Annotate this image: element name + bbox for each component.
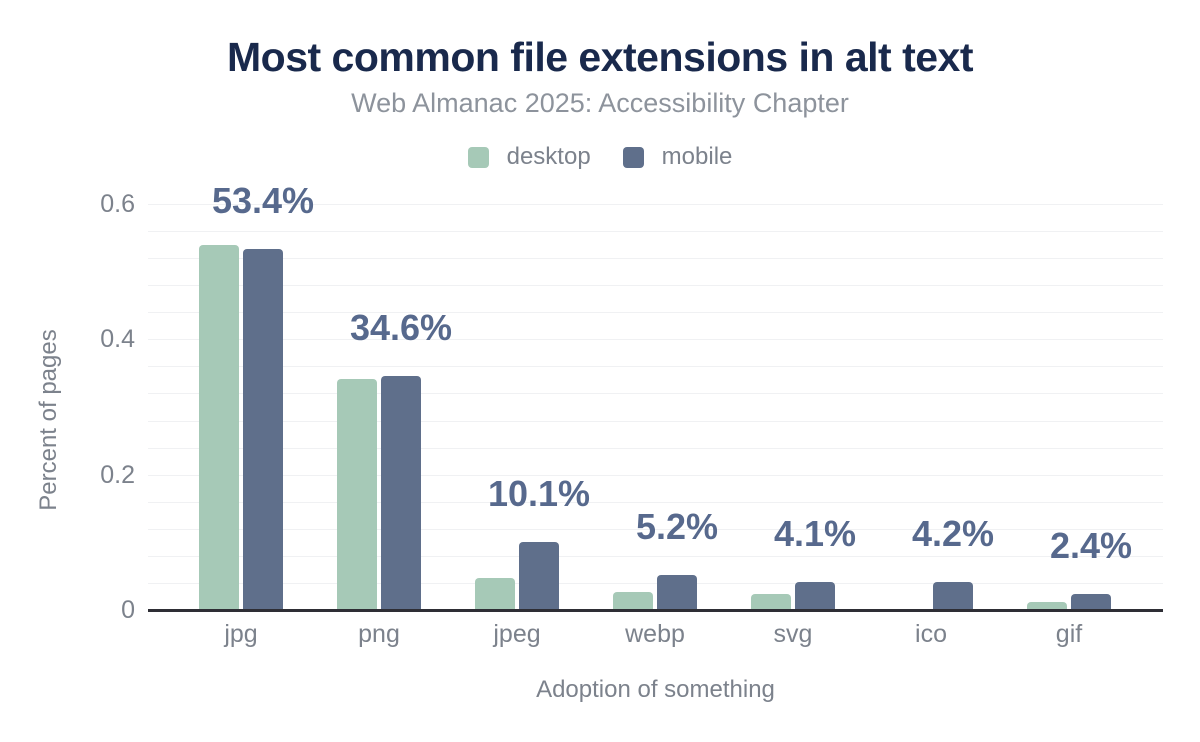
bar-webp-desktop[interactable]	[613, 592, 653, 610]
gridline	[148, 258, 1163, 260]
bar-jpg-mobile[interactable]	[243, 249, 283, 610]
legend-swatch-desktop	[467, 146, 489, 168]
bar-png-mobile[interactable]	[381, 376, 421, 610]
gridline	[148, 528, 1163, 530]
bar-label-webp: 5.2%	[635, 506, 719, 547]
bar-svg-desktop[interactable]	[751, 594, 791, 610]
gridline	[148, 204, 1163, 205]
x-axis-line	[148, 609, 1163, 612]
gridline	[148, 393, 1163, 395]
chart-subtitle: Web Almanac 2025: Accessibility Chapter	[351, 88, 849, 118]
bar-label-png: 34.6%	[349, 307, 453, 348]
gridline	[148, 555, 1163, 557]
y-tick-0.6: 0.6	[100, 190, 135, 218]
bar-label-gif: 2.4%	[1049, 525, 1133, 566]
legend-swatch-mobile	[622, 146, 644, 168]
bar-svg-mobile[interactable]	[795, 582, 835, 610]
x-tick-gif: gif	[1055, 620, 1083, 648]
gridline	[148, 474, 1163, 476]
bar-label-ico: 4.2%	[911, 513, 995, 554]
plot-area: 53.4% 34.6% 10.1% 5.2% 4.1% 4.2% 2.4%	[148, 183, 1163, 610]
bar-label-jpg: 53.4%	[211, 180, 315, 221]
x-tick-webp: webp	[625, 620, 685, 648]
chart-title: Most common file extensions in alt text	[227, 34, 973, 80]
bar-jpeg-mobile[interactable]	[519, 542, 559, 610]
gridline	[148, 231, 1163, 233]
x-axis-title: Adoption of something	[536, 676, 775, 703]
x-tick-jpeg: jpeg	[493, 620, 541, 648]
legend-label-mobile: mobile	[661, 143, 733, 170]
legend-item-mobile[interactable]: mobile	[622, 143, 733, 171]
y-tick-0.2: 0.2	[100, 460, 135, 489]
gridline	[148, 447, 1163, 449]
gridline	[148, 339, 1163, 341]
bar-ico-mobile[interactable]	[933, 582, 973, 610]
bar-png-desktop[interactable]	[337, 379, 377, 610]
y-tick-0: 0	[121, 596, 135, 624]
bar-gif-desktop[interactable]	[1027, 602, 1067, 610]
bar-webp-mobile[interactable]	[657, 575, 697, 610]
gridline	[148, 582, 1163, 584]
x-tick-ico: ico	[915, 620, 947, 648]
x-tick-png: png	[358, 620, 400, 648]
bar-jpg-desktop[interactable]	[199, 245, 239, 610]
gridline	[148, 366, 1163, 368]
legend-label-desktop: desktop	[506, 143, 591, 170]
bar-gif-mobile[interactable]	[1071, 594, 1111, 610]
gridline	[148, 312, 1163, 314]
bar-label-svg: 4.1%	[773, 513, 857, 554]
bar-label-jpeg: 10.1%	[487, 473, 591, 514]
x-tick-jpg: jpg	[224, 620, 258, 648]
legend-item-desktop[interactable]: desktop	[467, 143, 591, 171]
gridline	[148, 420, 1163, 422]
x-tick-svg: svg	[773, 620, 813, 648]
legend: desktop mobile	[0, 143, 1200, 171]
y-tick-0.4: 0.4	[100, 325, 135, 354]
gridline	[148, 501, 1163, 503]
bar-jpeg-desktop[interactable]	[475, 578, 515, 610]
gridline	[148, 285, 1163, 287]
